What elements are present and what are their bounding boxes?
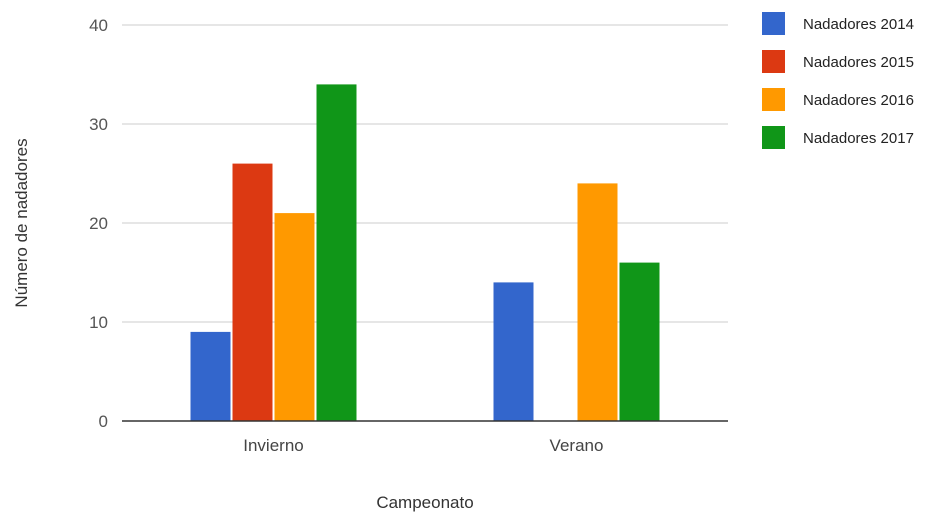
- y-tick-label: 40: [89, 16, 108, 35]
- y-tick-label: 0: [99, 412, 108, 431]
- legend-label: Nadadores 2015: [803, 54, 914, 71]
- legend-swatch: [762, 12, 785, 35]
- legend: Nadadores 2014 Nadadores 2015 Nadadores 20…: [762, 12, 914, 149]
- legend-swatch: [762, 126, 785, 149]
- y-axis-ticks: 0 10 20 30 40: [89, 16, 108, 431]
- x-axis-categories: Invierno Verano: [243, 436, 603, 455]
- bar: [190, 331, 231, 421]
- y-tick-label: 10: [89, 313, 108, 332]
- x-axis-title: Campeonato: [376, 493, 473, 512]
- y-axis-title: Número de nadadores: [12, 138, 31, 307]
- bars: [190, 84, 660, 422]
- legend-swatch: [762, 50, 785, 73]
- x-category-label: Verano: [550, 436, 604, 455]
- bar: [619, 262, 660, 421]
- bar: [577, 183, 618, 421]
- bar: [232, 163, 273, 421]
- legend-label: Nadadores 2014: [803, 16, 914, 33]
- y-tick-label: 30: [89, 115, 108, 134]
- bar: [274, 213, 315, 421]
- bar: [493, 282, 534, 421]
- y-tick-label: 20: [89, 214, 108, 233]
- legend-swatch: [762, 88, 785, 111]
- bar: [316, 84, 357, 422]
- legend-label: Nadadores 2017: [803, 130, 914, 147]
- x-category-label: Invierno: [243, 436, 303, 455]
- legend-label: Nadadores 2016: [803, 92, 914, 109]
